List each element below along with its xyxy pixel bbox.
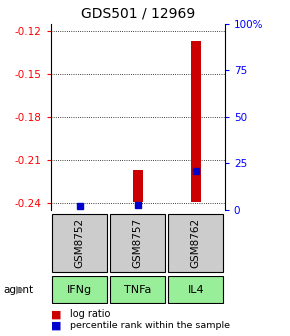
Text: percentile rank within the sample: percentile rank within the sample [70,322,230,330]
Bar [168,214,223,272]
Text: ■: ■ [51,309,61,319]
Bar [133,170,143,202]
Bar [191,41,201,202]
Text: IFNg: IFNg [67,285,92,295]
Text: GSM8757: GSM8757 [133,218,143,268]
Text: agent: agent [3,285,33,295]
Bar [168,277,223,303]
Bar [110,214,165,272]
Bar [110,277,165,303]
Text: GSM8762: GSM8762 [191,218,201,268]
Text: TNFa: TNFa [124,285,151,295]
Bar [52,214,107,272]
Title: GDS501 / 12969: GDS501 / 12969 [81,7,195,21]
Text: IL4: IL4 [187,285,204,295]
Text: log ratio: log ratio [70,309,110,319]
Text: ▶: ▶ [16,285,24,295]
Bar [52,277,107,303]
Text: ■: ■ [51,321,61,331]
Text: GSM8752: GSM8752 [75,218,85,268]
